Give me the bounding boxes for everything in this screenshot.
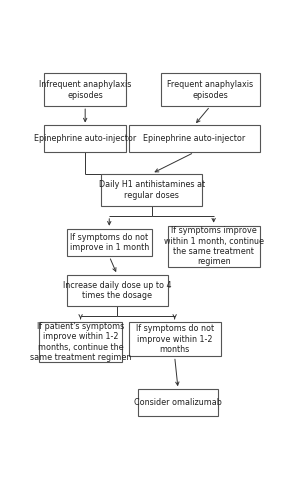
FancyBboxPatch shape (129, 322, 221, 356)
Text: If patient's symptoms
improve within 1-2
months, continue the
same treatment reg: If patient's symptoms improve within 1-2… (30, 322, 131, 362)
Text: Epinephrine auto-injector: Epinephrine auto-injector (143, 134, 245, 143)
FancyBboxPatch shape (44, 126, 126, 152)
FancyBboxPatch shape (67, 275, 168, 306)
Text: Consider omalizumab: Consider omalizumab (134, 398, 222, 407)
Text: If symptoms do not
improve within 1-2
months: If symptoms do not improve within 1-2 mo… (136, 324, 214, 354)
FancyBboxPatch shape (44, 74, 126, 106)
FancyBboxPatch shape (161, 74, 260, 106)
Text: Epinephrine auto-injector: Epinephrine auto-injector (34, 134, 136, 143)
FancyBboxPatch shape (168, 226, 260, 267)
FancyBboxPatch shape (138, 389, 218, 416)
FancyBboxPatch shape (129, 126, 260, 152)
FancyBboxPatch shape (67, 228, 152, 256)
Text: Frequent anaphylaxis
episodes: Frequent anaphylaxis episodes (167, 80, 253, 100)
Text: If symptoms improve
within 1 month, continue
the same treatment
regimen: If symptoms improve within 1 month, cont… (164, 226, 264, 266)
FancyBboxPatch shape (39, 322, 122, 362)
FancyBboxPatch shape (101, 174, 202, 206)
Text: Daily H1 antihistamines at
regular doses: Daily H1 antihistamines at regular doses (99, 180, 205, 200)
Text: Infrequent anaphylaxis
episodes: Infrequent anaphylaxis episodes (39, 80, 131, 100)
Text: Increase daily dose up to 4
times the dosage: Increase daily dose up to 4 times the do… (63, 281, 172, 300)
Text: If symptoms do not
improve in 1 month: If symptoms do not improve in 1 month (70, 233, 149, 252)
